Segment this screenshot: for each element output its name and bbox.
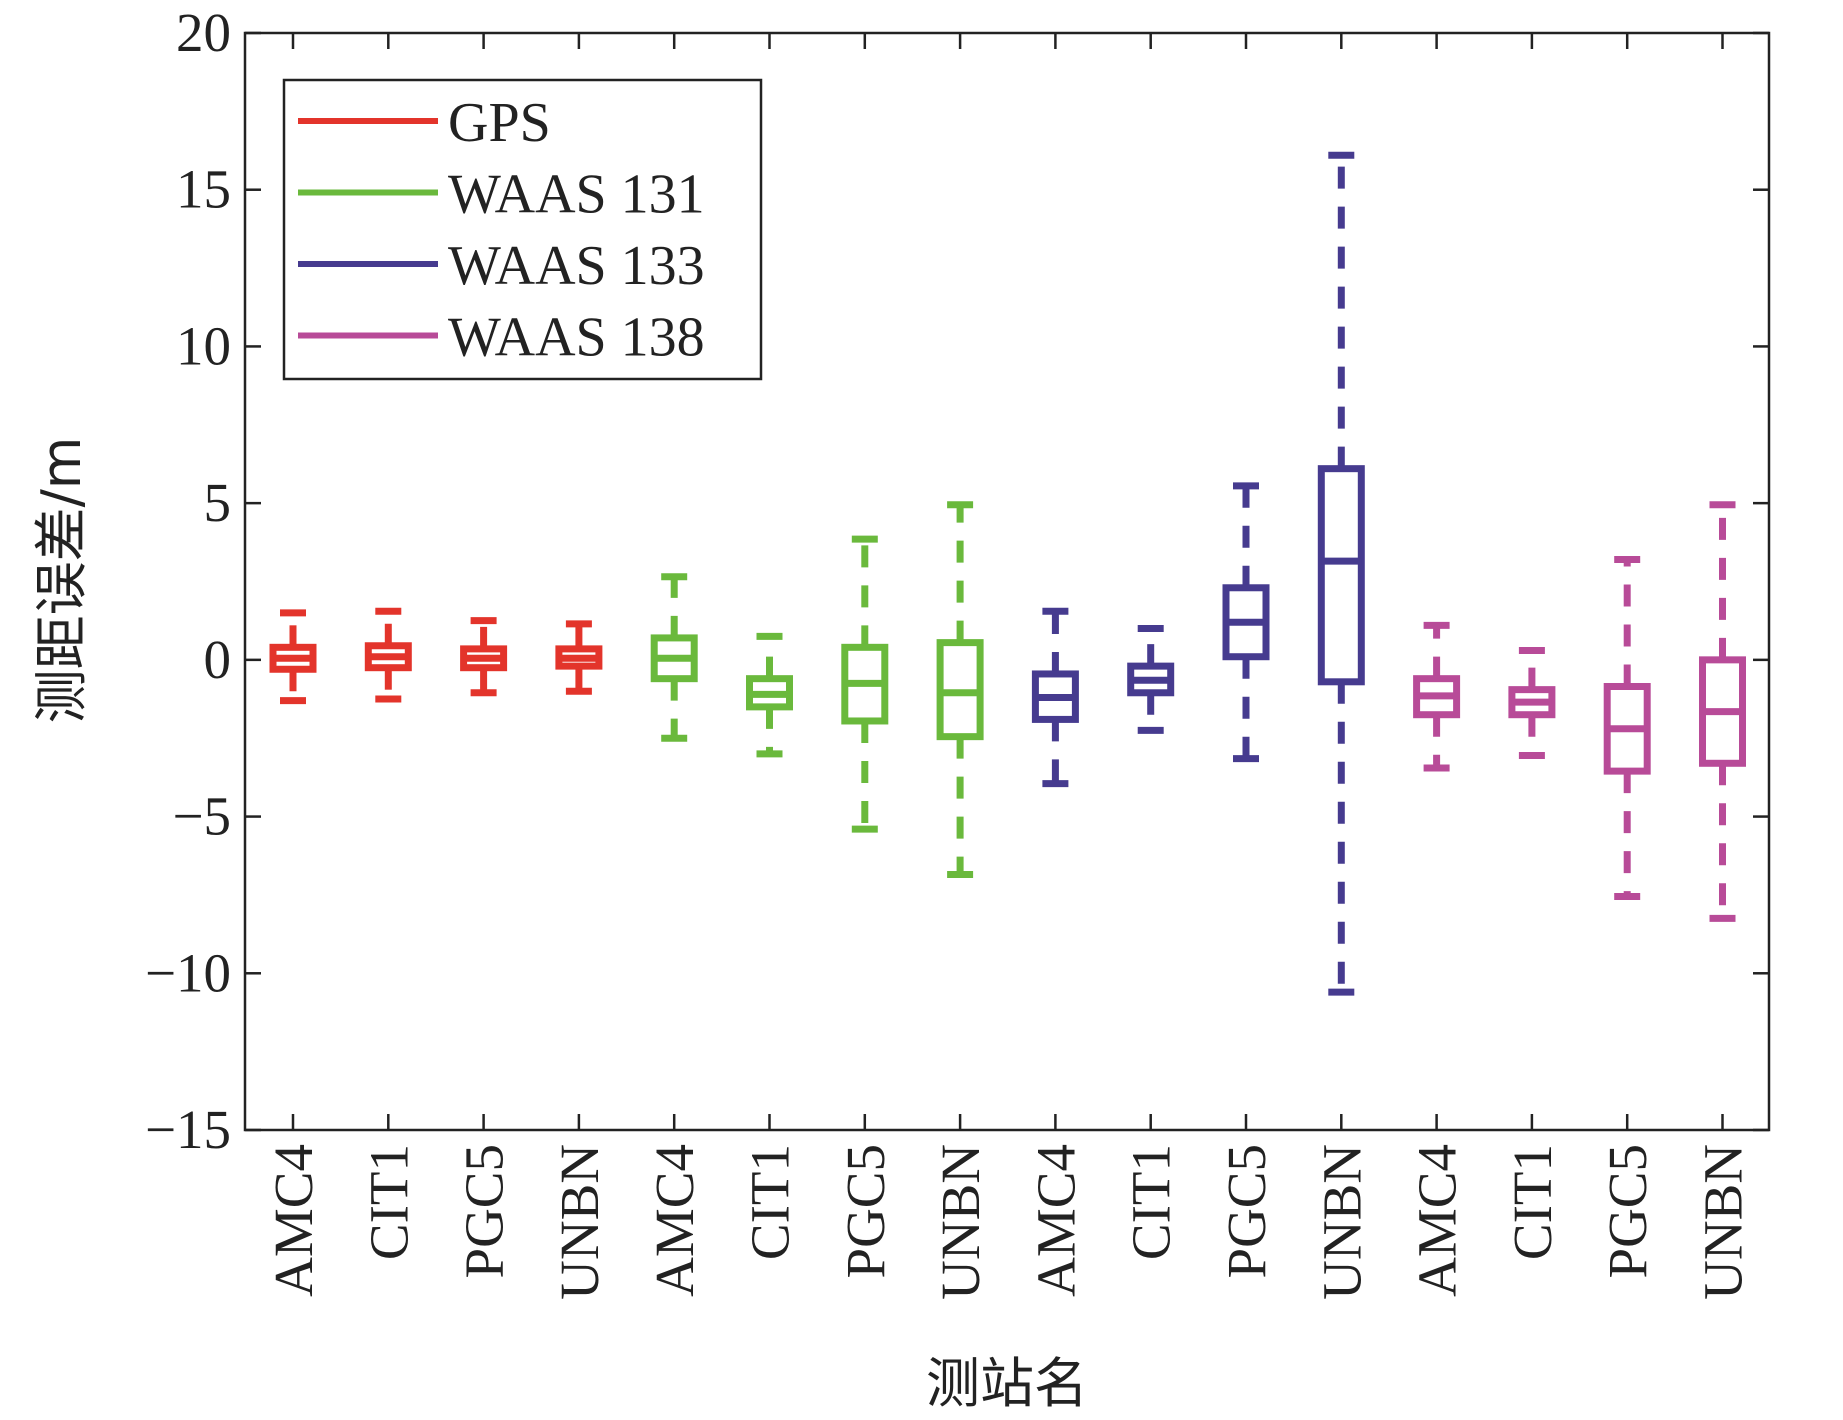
- y-axis-label: 测距误差/m: [30, 437, 93, 724]
- box-waas-138-cit1: [1508, 646, 1556, 759]
- box-waas-133-unbn: [1317, 151, 1365, 996]
- box-waas-138-amc4: [1413, 621, 1461, 772]
- legend-label: GPS: [448, 92, 551, 154]
- x-tick-label: CIT1: [1502, 1144, 1563, 1260]
- box-waas-133-cit1: [1127, 625, 1175, 734]
- x-tick-label: PGC5: [1597, 1144, 1658, 1279]
- box-gps-amc4: [269, 609, 317, 705]
- plot-frame: [243, 31, 1771, 1132]
- y-tick-label: 10: [176, 315, 231, 376]
- y-tick-label: −5: [172, 786, 231, 847]
- legend-label: WAAS 131: [448, 164, 705, 226]
- y-tick-label: 0: [204, 629, 232, 690]
- y-tick-label: −10: [145, 942, 231, 1003]
- x-tick-label: UNBN: [1693, 1144, 1754, 1300]
- box-waas-131-unbn: [936, 501, 984, 879]
- y-tick-label: −15: [145, 1099, 231, 1160]
- x-axis-label: 测站名: [926, 1352, 1088, 1415]
- x-tick-label: PGC5: [1216, 1144, 1277, 1279]
- x-tick-label: PGC5: [454, 1144, 515, 1279]
- box-waas-131-cit1: [746, 632, 793, 758]
- legend-label: WAAS 138: [448, 307, 705, 369]
- legend-box: [282, 78, 763, 381]
- box-gps-cit1: [364, 607, 412, 703]
- legend: GPS WAAS 131 WAAS 133 WAAS 138: [282, 78, 763, 381]
- legend-label: WAAS 133: [448, 235, 705, 297]
- x-tick-label: UNBN: [930, 1144, 991, 1300]
- box-waas-133-pgc5: [1222, 482, 1270, 763]
- box-gps-pgc5: [460, 617, 508, 697]
- box-waas-138-pgc5: [1603, 556, 1651, 900]
- x-tick-label: UNBN: [549, 1144, 610, 1300]
- y-tick-label: 5: [204, 472, 232, 533]
- x-tick-label: AMC4: [644, 1144, 705, 1297]
- x-tick-label: CIT1: [740, 1144, 801, 1260]
- box-waas-131-pgc5: [841, 535, 889, 833]
- x-tick-label: AMC4: [263, 1144, 324, 1297]
- box-waas-133-amc4: [1031, 607, 1079, 788]
- box-waas-131-amc4: [650, 573, 698, 742]
- x-tick-label: UNBN: [1311, 1144, 1372, 1300]
- x-tick-label: AMC4: [1025, 1144, 1086, 1297]
- x-tick-label: CIT1: [358, 1144, 419, 1260]
- y-tick-label: 20: [176, 2, 231, 63]
- iqr-box: [1317, 465, 1365, 686]
- y-tick-label: 15: [176, 159, 231, 220]
- x-tick-label: CIT1: [1121, 1144, 1182, 1260]
- box-waas-138-unbn: [1699, 501, 1746, 922]
- x-tick-label: AMC4: [1407, 1144, 1468, 1297]
- box-gps-unbn: [555, 620, 603, 695]
- x-tick-label: PGC5: [835, 1144, 896, 1279]
